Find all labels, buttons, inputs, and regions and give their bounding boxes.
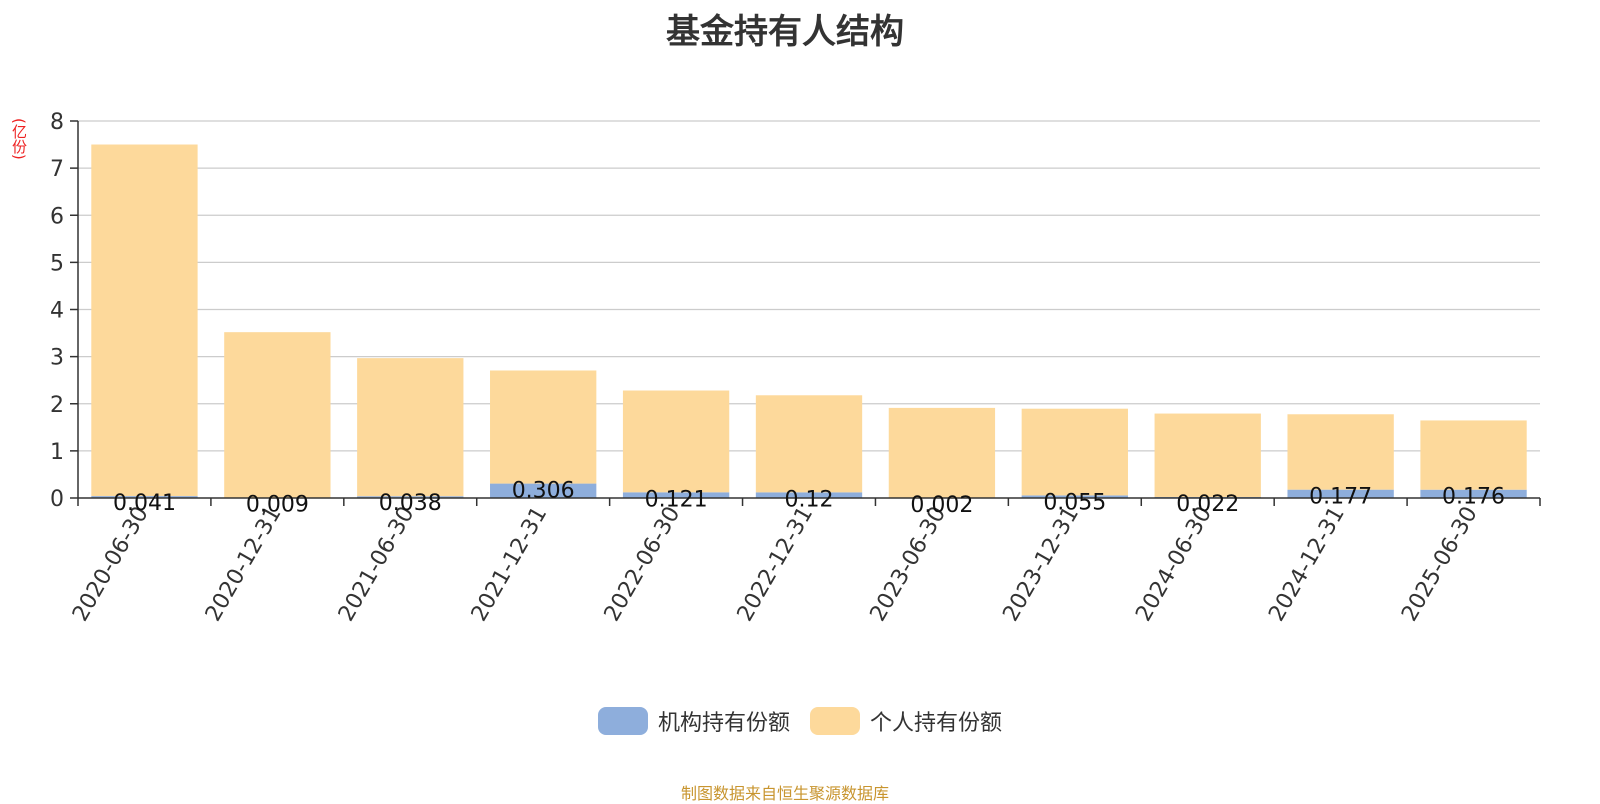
- x-tick-label: 2020-06-30: [68, 503, 154, 626]
- bar-individual: [1155, 414, 1261, 497]
- legend-swatch-individual: [810, 707, 860, 735]
- data-label-institutional: 0.022: [1176, 492, 1239, 517]
- legend-item-institutional[interactable]: 机构持有份额: [598, 705, 790, 737]
- x-tick-label: 2021-06-30: [334, 502, 420, 625]
- bar-individual: [1420, 420, 1526, 489]
- y-tick-label: 6: [50, 204, 64, 229]
- bar-individual: [490, 370, 596, 483]
- data-label-institutional: 0.12: [785, 487, 834, 512]
- y-tick-label: 4: [50, 299, 64, 324]
- data-label-institutional: 0.002: [910, 493, 973, 518]
- bar-individual: [91, 145, 197, 497]
- x-tick-label: 2024-12-31: [1264, 503, 1350, 626]
- y-tick-labels: 0 1 2 3 4 5 6 7 8: [50, 110, 64, 512]
- data-label-institutional: 0.041: [113, 491, 176, 516]
- y-tick-label: 7: [50, 157, 64, 182]
- data-label-institutional: 0.055: [1043, 490, 1106, 515]
- bar-individual: [224, 332, 330, 497]
- y-tick-label: 5: [50, 251, 64, 276]
- data-label-institutional: 0.176: [1442, 485, 1505, 510]
- x-tick-label: 2025-06-30: [1397, 503, 1483, 626]
- data-label-institutional: 0.038: [379, 491, 442, 516]
- legend: 机构持有份额 个人持有份额: [0, 705, 1600, 737]
- legend-label-institutional: 机构持有份额: [658, 705, 790, 737]
- bar-individual: [1022, 409, 1128, 496]
- x-tick-label: 2023-12-31: [998, 503, 1084, 626]
- bar-individual: [1287, 414, 1393, 489]
- x-tick-label: 2022-12-31: [733, 503, 819, 626]
- x-tick-label: 2020-12-31: [201, 503, 287, 626]
- source-note: 制图数据来自恒生聚源数据库: [0, 780, 1570, 804]
- y-tick-label: 0: [50, 487, 64, 512]
- y-tick-label: 2: [50, 393, 64, 418]
- legend-item-individual[interactable]: 个人持有份额: [810, 705, 1002, 737]
- bars: [91, 145, 1526, 498]
- x-tick-label: 2021-12-31: [467, 503, 553, 626]
- x-tick-label: 2024-06-30: [1131, 503, 1217, 626]
- x-tick-labels: 2020-06-30 2020-12-31 2021-06-30 2021-12-31…: [68, 502, 1483, 625]
- y-tick-label: 1: [50, 440, 64, 465]
- x-tick-label: 2023-06-30: [866, 503, 952, 626]
- y-tick-label: 3: [50, 346, 64, 371]
- data-label-institutional: 0.121: [645, 487, 708, 512]
- bar-individual: [357, 358, 463, 496]
- bar-individual: [889, 408, 995, 498]
- data-label-institutional: 0.306: [512, 479, 575, 504]
- data-label-institutional: 0.009: [246, 493, 309, 518]
- legend-label-individual: 个人持有份额: [870, 705, 1002, 737]
- bar-individual: [756, 395, 862, 492]
- bar-individual: [623, 391, 729, 493]
- x-tick-label: 2022-06-30: [600, 503, 686, 626]
- y-tick-label: 8: [50, 110, 64, 135]
- data-label-institutional: 0.177: [1309, 485, 1372, 510]
- legend-swatch-institutional: [598, 707, 648, 735]
